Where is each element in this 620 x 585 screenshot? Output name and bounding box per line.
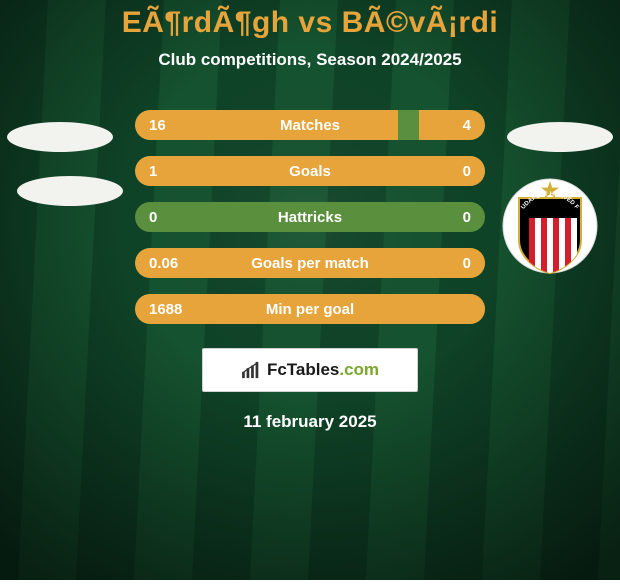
stat-row: 164Matches — [135, 110, 485, 140]
stat-label: Hattricks — [135, 202, 485, 232]
page-subtitle: Club competitions, Season 2024/2025 — [0, 50, 620, 70]
footer-date: 11 february 2025 — [0, 412, 620, 432]
stats-list: 164Matches 10Goals 00Hattricks 0.060Goals p… — [0, 110, 620, 324]
branding-text: FcTables.com — [267, 360, 379, 380]
stat-label: Goals — [135, 156, 485, 186]
stat-label: Matches — [135, 110, 485, 140]
stat-label: Min per goal — [135, 294, 485, 324]
branding-suffix: .com — [339, 360, 379, 379]
page-title: EÃ¶rdÃ¶gh vs BÃ©vÃ¡rdi — [0, 6, 620, 40]
bar-chart-icon — [241, 361, 263, 379]
stat-row: 10Goals — [135, 156, 485, 186]
stat-row: 1688Min per goal — [135, 294, 485, 324]
stat-label: Goals per match — [135, 248, 485, 278]
stat-row: 0.060Goals per match — [135, 248, 485, 278]
branding-name: FcTables — [267, 360, 339, 379]
branding-box: FcTables.com — [202, 348, 418, 392]
stat-row: 00Hattricks — [135, 202, 485, 232]
